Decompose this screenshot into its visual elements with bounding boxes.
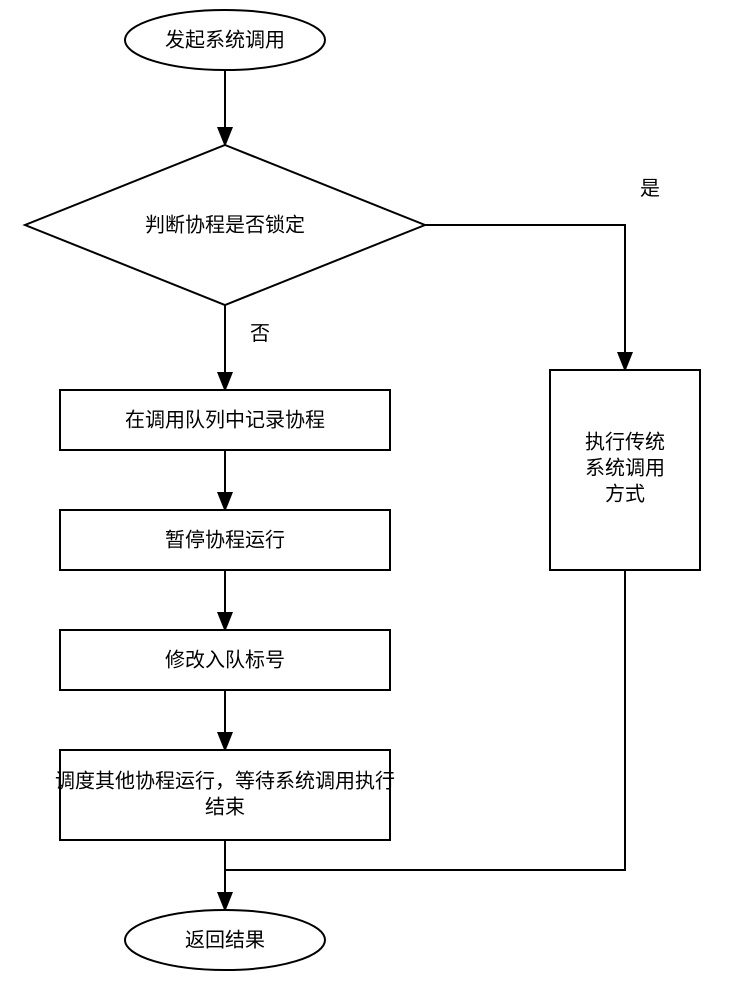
- right-l3: 方式: [605, 483, 645, 506]
- edge-label-no: 否: [250, 323, 270, 345]
- p2-label: 暂停协程运行: [165, 529, 285, 552]
- end-label: 返回结果: [185, 929, 265, 952]
- edge-6: [425, 225, 625, 370]
- p4-label2: 结束: [205, 796, 245, 819]
- right-l1: 执行传统: [585, 431, 665, 454]
- right-l2: 系统调用: [585, 457, 665, 480]
- p1-label: 在调用队列中记录协程: [125, 409, 325, 432]
- edge-label-yes: 是: [640, 178, 660, 200]
- start-label: 发起系统调用: [165, 29, 285, 52]
- p3-label: 修改入队标号: [165, 649, 285, 672]
- flowchart: 发起系统调用判断协程是否锁定在调用队列中记录协程暂停协程运行修改入队标号调度其他…: [0, 0, 749, 1000]
- p4-node: [60, 750, 390, 840]
- decision-label: 判断协程是否锁定: [145, 214, 305, 237]
- p4-label1: 调度其他协程运行，等待系统调用执行: [55, 770, 395, 793]
